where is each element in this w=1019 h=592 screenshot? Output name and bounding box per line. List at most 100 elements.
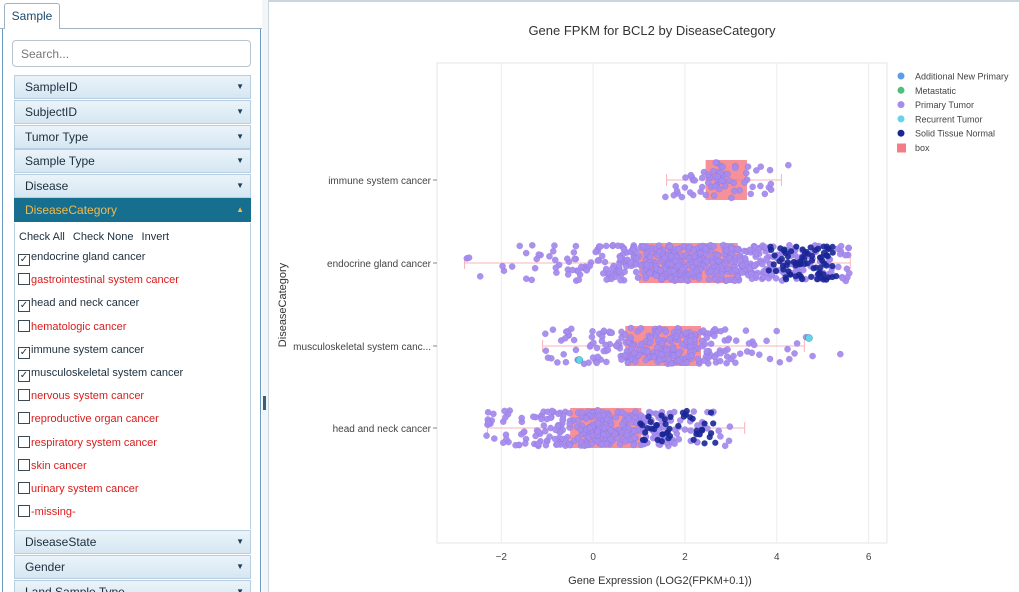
data-point: [645, 413, 652, 420]
data-point: [619, 420, 626, 428]
data-point: [677, 417, 684, 424]
facet-option[interactable]: ✓ endocrine gland cancer: [18, 250, 145, 268]
data-point: [535, 440, 542, 447]
option-label: immune system cancer: [31, 343, 145, 356]
data-point: [808, 252, 816, 260]
splitter-grip-icon[interactable]: [263, 396, 266, 410]
data-point: [723, 359, 730, 367]
facet-sampleid[interactable]: SampleID ▼: [14, 75, 251, 99]
data-point: [719, 163, 726, 171]
data-point: [552, 264, 560, 271]
checkbox[interactable]: [18, 482, 30, 494]
facet-land-sample-type[interactable]: Land Sample Type ▼: [14, 580, 251, 592]
data-point: [702, 264, 710, 271]
data-point: [566, 420, 573, 428]
data-point: [710, 192, 718, 199]
plot-pane: −2 0 2 4 6 immune system cancer endocrine glan…: [268, 0, 1019, 592]
panel-splitter[interactable]: [262, 0, 268, 592]
data-point: [711, 332, 718, 340]
invert-link[interactable]: Invert: [141, 231, 170, 243]
data-point: [791, 350, 798, 357]
facet-option[interactable]: ✓ musculoskeletal system cancer: [18, 366, 183, 384]
checkbox[interactable]: [18, 273, 30, 286]
data-point: [703, 348, 711, 355]
data-point: [749, 183, 756, 191]
data-point: [714, 252, 722, 259]
checkbox[interactable]: ✓: [18, 370, 30, 382]
data-point: [779, 262, 787, 270]
data-point: [632, 268, 640, 276]
data-point: [588, 333, 596, 341]
facet-label: Gender: [25, 560, 66, 574]
checkbox[interactable]: [18, 505, 30, 518]
facet-tumor-type[interactable]: Tumor Type ▼: [14, 125, 251, 149]
data-point: [575, 268, 582, 275]
data-point: [542, 347, 550, 354]
data-point: [624, 359, 632, 366]
data-point: [561, 335, 569, 342]
facet-diseasestate[interactable]: DiseaseState ▼: [14, 530, 251, 554]
data-point: [600, 424, 608, 432]
data-point: [521, 428, 528, 435]
data-point: [670, 345, 677, 353]
facet-disease[interactable]: Disease ▼: [14, 174, 251, 198]
data-point: [785, 161, 792, 169]
facet-option[interactable]: respiratory system cancer: [18, 435, 157, 454]
data-point: [746, 246, 754, 254]
data-point: [564, 255, 571, 263]
checkbox[interactable]: ✓: [18, 254, 30, 266]
tab-sample[interactable]: Sample: [4, 3, 60, 30]
checkbox[interactable]: [18, 435, 30, 448]
data-point: [696, 431, 703, 438]
facet-option[interactable]: hematologic cancer: [18, 319, 126, 338]
search-input[interactable]: [12, 40, 251, 67]
checkbox[interactable]: ✓: [18, 300, 30, 313]
facet-option[interactable]: -missing-: [18, 505, 76, 523]
facet-sample-type[interactable]: Sample Type ▼: [14, 149, 251, 173]
legend-marker: [897, 143, 906, 153]
facet-option[interactable]: ✓ immune system cancer: [18, 343, 144, 361]
facet-diseasecategory[interactable]: DiseaseCategory ▲: [14, 198, 251, 222]
data-point: [603, 358, 610, 366]
data-point: [683, 276, 690, 284]
legend-label: Primary Tumor: [915, 100, 974, 110]
check-all-link[interactable]: Check All: [19, 231, 65, 243]
data-point: [712, 159, 720, 166]
data-point: [685, 255, 693, 262]
checkbox[interactable]: [18, 319, 30, 332]
data-point: [600, 270, 607, 277]
data-point: [612, 414, 619, 421]
legend-marker: [897, 72, 905, 80]
facet-option[interactable]: skin cancer: [18, 458, 87, 477]
data-point: [603, 415, 611, 423]
facet-option[interactable]: urinary system cancer: [18, 482, 139, 500]
x-tick-label: 4: [774, 552, 780, 563]
data-point: [765, 267, 772, 274]
checkbox[interactable]: [18, 458, 30, 471]
data-point: [812, 247, 819, 254]
y-tick-label: musculoskeletal system canc...: [293, 342, 431, 353]
data-point: [704, 171, 712, 179]
facet-option[interactable]: reproductive organ cancer: [18, 412, 159, 430]
gene-fpkm-chart: −2 0 2 4 6 immune system cancer endocrine glan…: [277, 23, 1009, 587]
data-point: [705, 276, 713, 283]
x-axis-label: Gene Expression (LOG2(FPKM+0.1)): [568, 575, 752, 587]
data-point: [733, 245, 741, 253]
facet-subjectid[interactable]: SubjectID ▼: [14, 100, 251, 124]
data-point: [732, 359, 739, 366]
data-point: [728, 245, 735, 252]
chevron-down-icon: ▼: [236, 537, 244, 546]
data-point: [546, 253, 553, 260]
data-point: [691, 177, 698, 184]
facet-gender[interactable]: Gender ▼: [14, 555, 251, 579]
facet-option[interactable]: nervous system cancer: [18, 389, 144, 407]
check-none-link[interactable]: Check None: [72, 231, 134, 243]
legend-label: Metastatic: [915, 86, 957, 96]
checkbox[interactable]: ✓: [18, 346, 30, 359]
checkbox[interactable]: [18, 389, 30, 402]
data-point: [717, 327, 725, 335]
facet-option[interactable]: gastrointestinal system cancer: [18, 273, 179, 291]
data-point: [656, 356, 663, 364]
facet-option[interactable]: ✓ head and neck cancer: [18, 296, 139, 314]
checkbox[interactable]: [18, 412, 30, 425]
